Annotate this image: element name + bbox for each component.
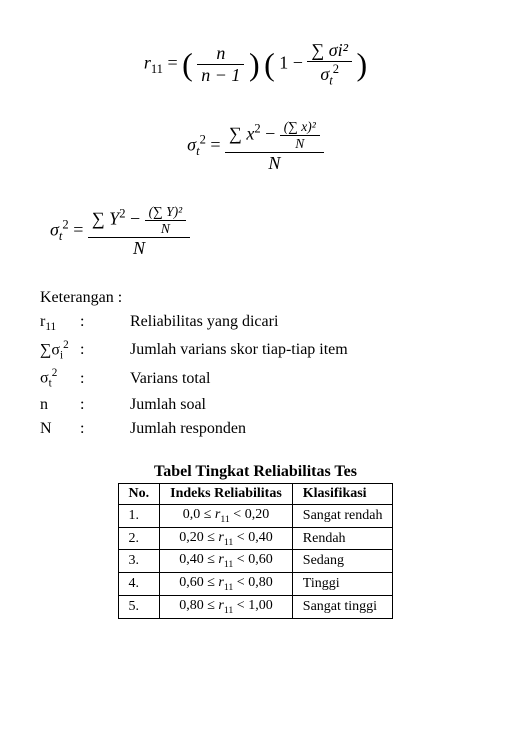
paren-close-2: ) — [357, 48, 368, 80]
keterangan-block: Keterangan : r11:Reliabilitas yang dicar… — [40, 289, 471, 438]
cell-no: 5. — [118, 596, 160, 619]
keterangan-desc: Jumlah responden — [130, 420, 471, 438]
keterangan-row: σt2:Varians total — [40, 367, 471, 390]
f3-inner-frac: (∑ Y)² N — [145, 204, 187, 237]
cell-range: 0,60 ≤ r11 < 0,80 — [160, 573, 293, 596]
formula-sigma-t-y: σt2 = ∑ Y2 − (∑ Y)² N N — [50, 204, 471, 259]
keterangan-colon: : — [80, 396, 130, 414]
table-header-row: No. Indeks Reliabilitas Klasifikasi — [118, 483, 393, 504]
frac1-den: n − 1 — [197, 65, 244, 86]
r11-eq: = — [167, 52, 182, 72]
keterangan-symbol: ∑σi2 — [40, 339, 80, 362]
cell-range: 0,0 ≤ r11 < 0,20 — [160, 504, 293, 527]
paren-close-1: ) — [249, 48, 260, 80]
f2-lhs-a: σ — [187, 134, 196, 154]
cell-klas: Rendah — [292, 527, 393, 550]
cell-no: 2. — [118, 527, 160, 550]
f3-lhs-a: σ — [50, 219, 59, 239]
cell-klas: Sedang — [292, 550, 393, 573]
keterangan-symbol: σt2 — [40, 367, 80, 390]
keterangan-row: N:Jumlah responden — [40, 420, 471, 438]
keterangan-colon: : — [80, 420, 130, 438]
cell-klas: Sangat tinggi — [292, 596, 393, 619]
table-row: 2.0,20 ≤ r11 < 0,40Rendah — [118, 527, 393, 550]
f3-lhs-c: 2 — [62, 217, 68, 231]
frac2-den: σt2 — [307, 62, 352, 89]
table-row: 5.0,80 ≤ r11 < 1,00Sangat tinggi — [118, 596, 393, 619]
keterangan-symbol: N — [40, 420, 80, 438]
keterangan-desc: Reliabilitas yang dicari — [130, 313, 471, 331]
cell-no: 1. — [118, 504, 160, 527]
keterangan-desc: Jumlah soal — [130, 396, 471, 414]
th-klas: Klasifikasi — [292, 483, 393, 504]
keterangan-desc: Varians total — [130, 370, 471, 388]
f2-main-frac: ∑ x2 − (∑ x)² N N — [225, 119, 324, 174]
f2-eq: = — [210, 134, 225, 154]
table-row: 4.0,60 ≤ r11 < 0,80Tinggi — [118, 573, 393, 596]
cell-range: 0,80 ≤ r11 < 1,00 — [160, 596, 293, 619]
reliability-table: No. Indeks Reliabilitas Klasifikasi 1.0,… — [118, 483, 394, 619]
th-no: No. — [118, 483, 160, 504]
f3-main-frac: ∑ Y2 − (∑ Y)² N N — [88, 204, 190, 259]
keterangan-desc: Jumlah varians skor tiap-tiap item — [130, 341, 471, 359]
keterangan-colon: : — [80, 370, 130, 388]
cell-klas: Sangat rendah — [292, 504, 393, 527]
keterangan-symbol: r11 — [40, 313, 80, 333]
f2-lhs-c: 2 — [200, 132, 206, 146]
one-minus: 1 − — [279, 52, 307, 72]
cell-no: 3. — [118, 550, 160, 573]
frac-sigma: ∑ σi² σt2 — [307, 40, 352, 89]
keterangan-row: n:Jumlah soal — [40, 396, 471, 414]
paren-open-2: ( — [264, 48, 275, 80]
keterangan-colon: : — [80, 341, 130, 359]
r11-lhs: r — [144, 52, 151, 72]
cell-range: 0,20 ≤ r11 < 0,40 — [160, 527, 293, 550]
frac1-num: n — [197, 43, 244, 65]
cell-klas: Tinggi — [292, 573, 393, 596]
keterangan-title: Keterangan : — [40, 289, 471, 307]
th-indeks: Indeks Reliabilitas — [160, 483, 293, 504]
keterangan-row: ∑σi2:Jumlah varians skor tiap-tiap item — [40, 339, 471, 362]
r11-lhs-sub: 11 — [151, 62, 163, 76]
formula-sigma-t-x: σt2 = ∑ x2 − (∑ x)² N N — [40, 119, 471, 174]
table-row: 1.0,0 ≤ r11 < 0,20Sangat rendah — [118, 504, 393, 527]
f2-inner-frac: (∑ x)² N — [280, 119, 320, 152]
f3-eq: = — [73, 219, 88, 239]
formula-r11: r11 = ( n n − 1 ) ( 1 − ∑ σi² σt2 ) — [40, 40, 471, 89]
f3-num: ∑ Y2 − (∑ Y)² N — [88, 204, 190, 238]
paren-open-1: ( — [182, 48, 193, 80]
table-row: 3.0,40 ≤ r11 < 0,60Sedang — [118, 550, 393, 573]
cell-range: 0,40 ≤ r11 < 0,60 — [160, 550, 293, 573]
keterangan-symbol: n — [40, 396, 80, 414]
frac-n-over-n-1: n n − 1 — [197, 43, 244, 86]
table-title: Tabel Tingkat Reliabilitas Tes — [40, 463, 471, 481]
cell-no: 4. — [118, 573, 160, 596]
f2-den: N — [225, 153, 324, 174]
f3-den: N — [88, 238, 190, 259]
keterangan-colon: : — [80, 313, 130, 331]
keterangan-row: r11:Reliabilitas yang dicari — [40, 313, 471, 333]
f2-num: ∑ x2 − (∑ x)² N — [225, 119, 324, 153]
frac2-num: ∑ σi² — [307, 40, 352, 62]
